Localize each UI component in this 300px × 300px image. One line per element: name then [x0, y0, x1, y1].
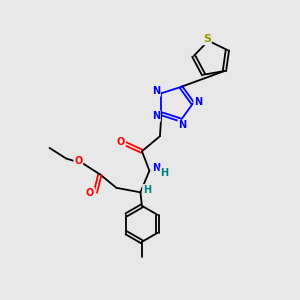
Text: N: N — [194, 97, 202, 107]
Text: N: N — [152, 111, 160, 121]
Text: S: S — [203, 34, 211, 44]
Text: H: H — [143, 185, 151, 195]
Text: H: H — [160, 168, 169, 178]
Text: O: O — [117, 137, 125, 147]
Text: N: N — [152, 86, 160, 96]
Text: N: N — [178, 120, 186, 130]
Text: O: O — [86, 188, 94, 198]
Text: O: O — [74, 156, 82, 167]
Text: N: N — [152, 163, 160, 173]
